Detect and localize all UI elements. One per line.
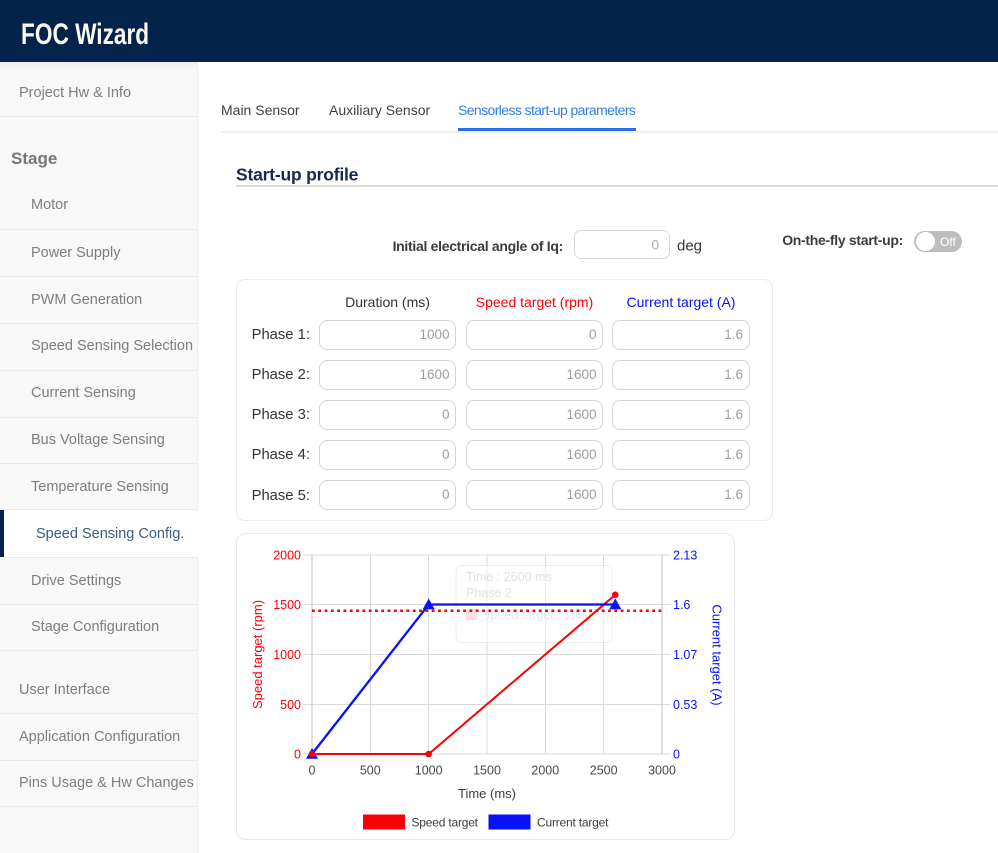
- svg-text:1000: 1000: [273, 648, 301, 662]
- svg-text:1500: 1500: [273, 598, 301, 612]
- svg-text:Speed target (rpm): Speed target (rpm): [250, 600, 265, 709]
- svg-text:Phase 2: Phase 2: [466, 586, 512, 600]
- svg-text:2500: 2500: [590, 764, 618, 778]
- svg-text:Current target (A): Current target (A): [710, 604, 725, 705]
- svg-text:1000: 1000: [415, 764, 443, 778]
- svg-text:3000: 3000: [648, 764, 676, 778]
- svg-text:Speed target: Speed target: [412, 816, 479, 830]
- svg-text:1500: 1500: [473, 764, 501, 778]
- svg-text:0.53: 0.53: [673, 698, 697, 712]
- svg-text:0: 0: [673, 748, 680, 762]
- svg-text:0: 0: [294, 748, 301, 762]
- svg-text:Time (ms): Time (ms): [458, 786, 516, 801]
- svg-text:Current target: Current target: [537, 816, 609, 830]
- svg-text:1.6: 1.6: [673, 598, 690, 612]
- svg-text:Speed target : 1600: Speed target : 1600: [482, 608, 592, 622]
- svg-text:2.13: 2.13: [673, 549, 697, 563]
- svg-text:2000: 2000: [531, 764, 559, 778]
- svg-text:500: 500: [360, 764, 381, 778]
- svg-text:500: 500: [280, 698, 301, 712]
- svg-text:0: 0: [309, 764, 316, 778]
- svg-text:2000: 2000: [273, 549, 301, 563]
- svg-text:Time : 2600 ms: Time : 2600 ms: [466, 570, 552, 584]
- svg-text:1.07: 1.07: [673, 648, 697, 662]
